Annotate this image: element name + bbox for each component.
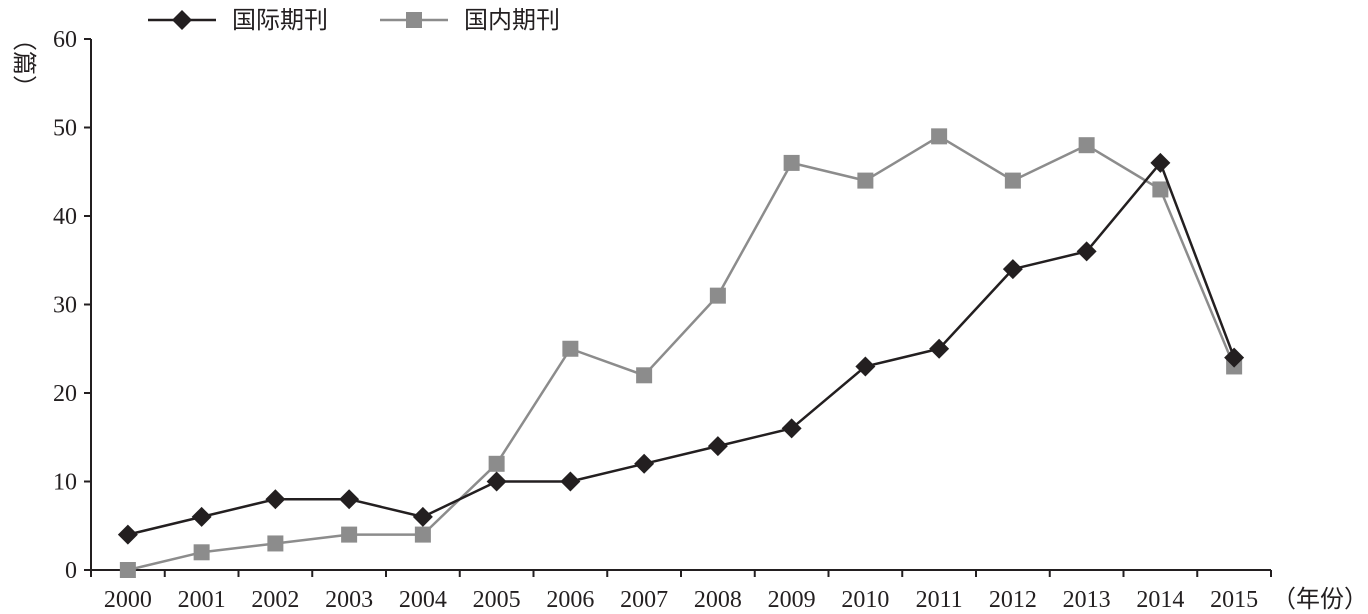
x-tick-label: 2003 xyxy=(325,587,373,613)
y-tick-label: 50 xyxy=(53,116,77,142)
x-tick-label: 2009 xyxy=(768,587,816,613)
x-tick-label: 2014 xyxy=(1136,587,1184,613)
y-tick-label: 20 xyxy=(53,381,77,407)
y-tick-label: 10 xyxy=(53,470,77,496)
series-line xyxy=(127,161,1236,536)
series-diamond xyxy=(117,152,1245,545)
data-point-square xyxy=(857,172,874,189)
legend-marker-square xyxy=(406,12,422,28)
y-tick-label: 40 xyxy=(53,204,77,230)
data-point-square xyxy=(931,128,948,145)
y-tick-label: 0 xyxy=(65,558,77,584)
x-tick-label: 2001 xyxy=(178,587,226,613)
data-point-diamond xyxy=(1224,347,1245,368)
x-tick-label: 2012 xyxy=(989,587,1037,613)
legend-label: 国内期刊 xyxy=(464,6,560,34)
data-point-square xyxy=(119,562,136,578)
x-tick-label: 2006 xyxy=(546,587,594,613)
data-point-square xyxy=(783,154,800,171)
data-point-square xyxy=(562,340,579,357)
data-point-diamond xyxy=(486,471,507,492)
series-line xyxy=(127,135,1236,572)
x-tick-label: 2004 xyxy=(399,587,447,613)
data-point-square xyxy=(414,526,431,543)
data-point-diamond xyxy=(412,506,433,527)
data-point-diamond xyxy=(265,489,286,510)
x-tick-label: 2002 xyxy=(251,587,299,613)
data-point-square xyxy=(341,526,358,543)
data-point-diamond xyxy=(634,453,655,474)
data-point-diamond xyxy=(1150,152,1171,173)
x-tick-label: 2013 xyxy=(1063,587,1111,613)
data-point-square xyxy=(1152,181,1169,198)
series-square xyxy=(119,128,1243,578)
data-point-square xyxy=(267,535,284,552)
y-axis-unit-label: （篇） xyxy=(10,27,38,99)
data-point-square xyxy=(709,287,726,304)
x-axis-unit-label: （年份） xyxy=(1272,585,1368,613)
series-layer xyxy=(117,128,1245,578)
x-tick-label: 2000 xyxy=(104,587,152,613)
data-point-diamond xyxy=(117,524,138,545)
data-point-diamond xyxy=(781,418,802,439)
data-point-square xyxy=(1078,137,1095,154)
x-tick-label: 2007 xyxy=(620,587,668,613)
y-tick-label: 30 xyxy=(53,293,77,319)
data-point-square xyxy=(488,455,505,472)
legend-label: 国际期刊 xyxy=(232,6,328,34)
data-point-diamond xyxy=(929,338,950,359)
x-tick-label: 2008 xyxy=(694,587,742,613)
data-point-diamond xyxy=(560,471,581,492)
data-point-diamond xyxy=(339,489,360,510)
data-point-diamond xyxy=(191,506,212,527)
data-point-diamond xyxy=(1002,259,1023,280)
legend: 国际期刊 国内期刊 xyxy=(148,6,560,34)
y-tick-label: 60 xyxy=(53,27,77,53)
x-tick-label: 2015 xyxy=(1210,587,1258,613)
legend-item: 国际期刊 xyxy=(148,6,328,34)
legend-item: 国内期刊 xyxy=(380,6,560,34)
data-point-diamond xyxy=(707,436,728,457)
data-point-square xyxy=(193,544,210,561)
data-point-diamond xyxy=(855,356,876,377)
x-tick-label: 2005 xyxy=(473,587,521,613)
x-tick-label: 2010 xyxy=(841,587,889,613)
axes: 0 10 20 30 40 50 60 2000 2001 2002 2003 2004 2005 200… xyxy=(10,27,1368,613)
x-tick-label: 2011 xyxy=(916,587,963,613)
data-point-square xyxy=(1004,172,1021,189)
data-point-diamond xyxy=(1076,241,1097,262)
legend-marker-diamond xyxy=(172,10,192,30)
data-point-square xyxy=(636,367,653,384)
